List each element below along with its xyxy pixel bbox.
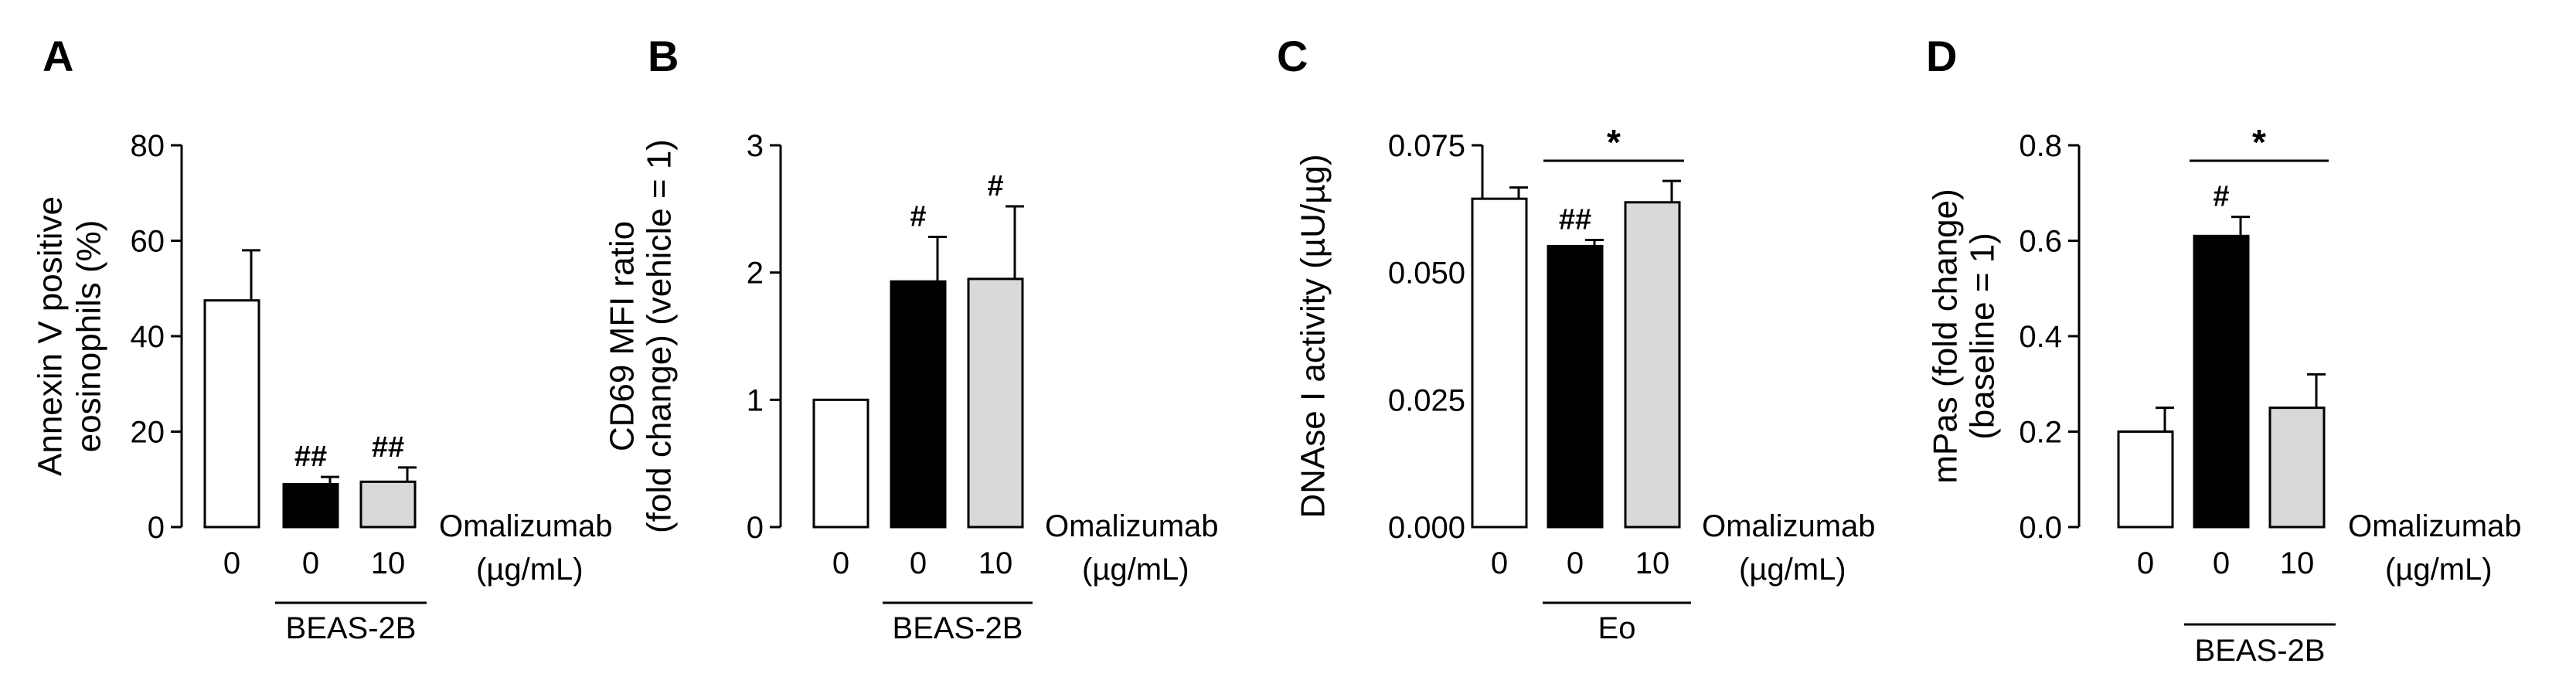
significance-mark: # [2213, 181, 2229, 213]
x-category-label: 0 [1567, 546, 1584, 580]
y-axis-title: eosinophils (%) [70, 220, 108, 453]
y-tick-label: 0.2 [2019, 416, 2062, 450]
y-axis-title: mPas (fold change) [1927, 189, 1965, 484]
y-tick-label: 40 [131, 320, 165, 354]
x-category-label: 0 [910, 546, 927, 580]
x-category-label: 0 [302, 546, 319, 580]
bar [1471, 197, 1528, 529]
x-side-unit: (µg/mL) [1739, 553, 1846, 587]
x-category-label: 0 [1491, 546, 1508, 580]
y-tick-label: 1 [747, 383, 764, 417]
bar [2268, 407, 2326, 529]
bar [1624, 201, 1681, 529]
y-tick-label: 2 [747, 257, 764, 291]
group-label: BEAS-2B [893, 611, 1023, 645]
y-axis-title: CD69 MFI ratio [604, 221, 641, 451]
group-label: Eo [1598, 611, 1636, 645]
y-tick-label: 0.4 [2019, 320, 2062, 354]
significance-mark: # [987, 170, 1003, 202]
bar [1547, 244, 1604, 529]
y-tick-label: 0.075 [1388, 129, 1465, 163]
bar [282, 482, 339, 529]
group-label: BEAS-2B [286, 611, 417, 645]
bar [812, 398, 869, 529]
panel-b: B CD69 MFI ratio (fold change) (vehicle = … [604, 32, 1219, 645]
bar [967, 277, 1024, 529]
x-category-label: 10 [371, 546, 406, 580]
x-category-label: 10 [1635, 546, 1670, 580]
x-side-label: Omalizumab [1702, 509, 1876, 543]
significance-mark: ## [1559, 204, 1591, 236]
y-axis-title: DNAse I activity (µU/µg) [1295, 154, 1332, 518]
panel-letter: D [1926, 32, 1957, 80]
x-category-label: 10 [2280, 546, 2315, 580]
y-tick-label: 60 [131, 225, 165, 259]
y-axis-title: (fold change) (vehicle = 1) [641, 139, 679, 533]
y-tick-label: 3 [747, 129, 764, 163]
x-category-label: 10 [978, 546, 1013, 580]
bracket-star: * [2252, 122, 2266, 162]
significance-mark: ## [294, 441, 327, 473]
y-tick-label: 0.6 [2019, 225, 2062, 259]
y-axis-title: (baseline = 1) [1964, 233, 2002, 440]
panel-letter: C [1277, 32, 1308, 80]
bar [203, 299, 260, 529]
panel-a: A Annexin V positive eosinophils (%) 0 20 40 6… [32, 32, 613, 645]
y-tick-label: 80 [131, 129, 165, 163]
x-category-label: 0 [2137, 546, 2154, 580]
y-tick-label: 20 [131, 416, 165, 450]
significance-mark: # [910, 201, 926, 233]
y-tick-label: 0.0 [2019, 511, 2062, 545]
bracket-star: * [1607, 122, 1621, 162]
x-side-unit: (µg/mL) [476, 553, 584, 587]
bar [2117, 430, 2174, 529]
y-tick-label: 0.025 [1388, 383, 1465, 417]
bar [890, 280, 947, 529]
x-side-label: Omalizumab [439, 509, 613, 543]
x-side-unit: (µg/mL) [1082, 553, 1189, 587]
panel-c: C DNAse I activity (µU/µg) 0.000 0.025 0.050… [1277, 32, 1876, 645]
x-side-label: Omalizumab [2348, 509, 2522, 543]
y-tick-label: 0.000 [1388, 511, 1465, 545]
y-tick-label: 0.8 [2019, 129, 2062, 163]
panel-letter: B [648, 32, 679, 80]
x-category-label: 0 [832, 546, 849, 580]
bar [2193, 234, 2250, 529]
x-category-label: 0 [223, 546, 240, 580]
group-label: BEAS-2B [2195, 634, 2326, 668]
bar [359, 480, 417, 529]
y-axis-title: Annexin V positive [32, 196, 70, 476]
y-tick-label: 0 [747, 511, 764, 545]
x-category-label: 0 [2213, 546, 2230, 580]
x-side-unit: (µg/mL) [2385, 553, 2493, 587]
y-tick-label: 0.050 [1388, 257, 1465, 291]
significance-mark: ## [372, 431, 404, 464]
y-tick-label: 0 [148, 511, 165, 545]
panel-letter: A [43, 32, 73, 80]
x-side-label: Omalizumab [1045, 509, 1219, 543]
